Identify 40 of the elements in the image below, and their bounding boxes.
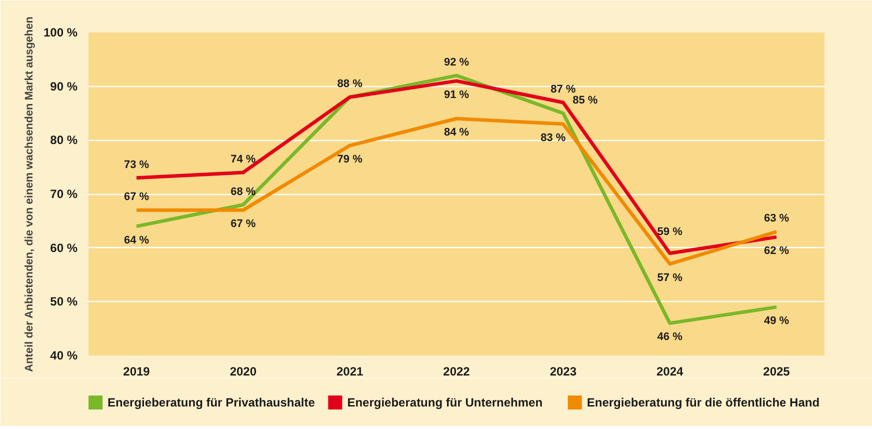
data-label: 92 % (444, 56, 470, 69)
data-label: 74 % (230, 153, 256, 166)
data-label: 88 % (337, 78, 363, 90)
x-tick-label: 2021 (336, 364, 364, 378)
data-label: 79 % (337, 154, 363, 166)
x-tick-label: 2024 (656, 364, 684, 378)
y-tick-label: 40 % (50, 348, 78, 362)
data-label: 59 % (657, 226, 683, 238)
data-label: 49 % (764, 315, 790, 328)
data-label: 91 % (444, 88, 470, 101)
y-tick-label: 50 % (50, 294, 78, 309)
data-label: 46 % (657, 331, 683, 344)
x-tick-label: 2025 (763, 364, 790, 378)
data-label: 67 % (124, 191, 150, 204)
y-tick-label: 80 % (50, 133, 78, 148)
data-label: 84 % (444, 126, 470, 139)
x-tick-label: 2019 (123, 364, 150, 378)
line-series (134, 116, 778, 266)
y-axis-title: Anteil der Anbietenden, die von einem wachsenden Markt ausgehen (23, 16, 36, 372)
data-label: 67 % (230, 218, 256, 230)
x-tick-label: 2020 (230, 364, 257, 378)
data-label: 63 % (764, 212, 790, 225)
data-label: 87 % (550, 83, 576, 96)
data-label: 85 % (572, 94, 598, 106)
x-tick-label: 2022 (443, 364, 470, 378)
y-tick-label: 70 % (50, 187, 78, 201)
data-label: 57 % (657, 272, 683, 284)
legend-label: Energieberatung für die öffentliche Hand (586, 396, 820, 410)
data-label: 73 % (124, 158, 150, 171)
data-label: 64 % (124, 234, 150, 246)
line-series (134, 79, 778, 255)
y-tick-label: 100 % (43, 26, 78, 40)
data-label: 68 % (230, 186, 256, 198)
data-label: 62 % (764, 245, 790, 258)
x-tick-label: 2023 (550, 364, 577, 378)
y-tick-label: 90 % (50, 79, 78, 94)
legend-label: Energieberatung für Unternehmen (347, 396, 543, 410)
legend-label: Energieberatung für Privathaushalte (108, 396, 316, 410)
data-label: 83 % (540, 132, 566, 144)
y-tick-label: 60 % (50, 240, 78, 255)
